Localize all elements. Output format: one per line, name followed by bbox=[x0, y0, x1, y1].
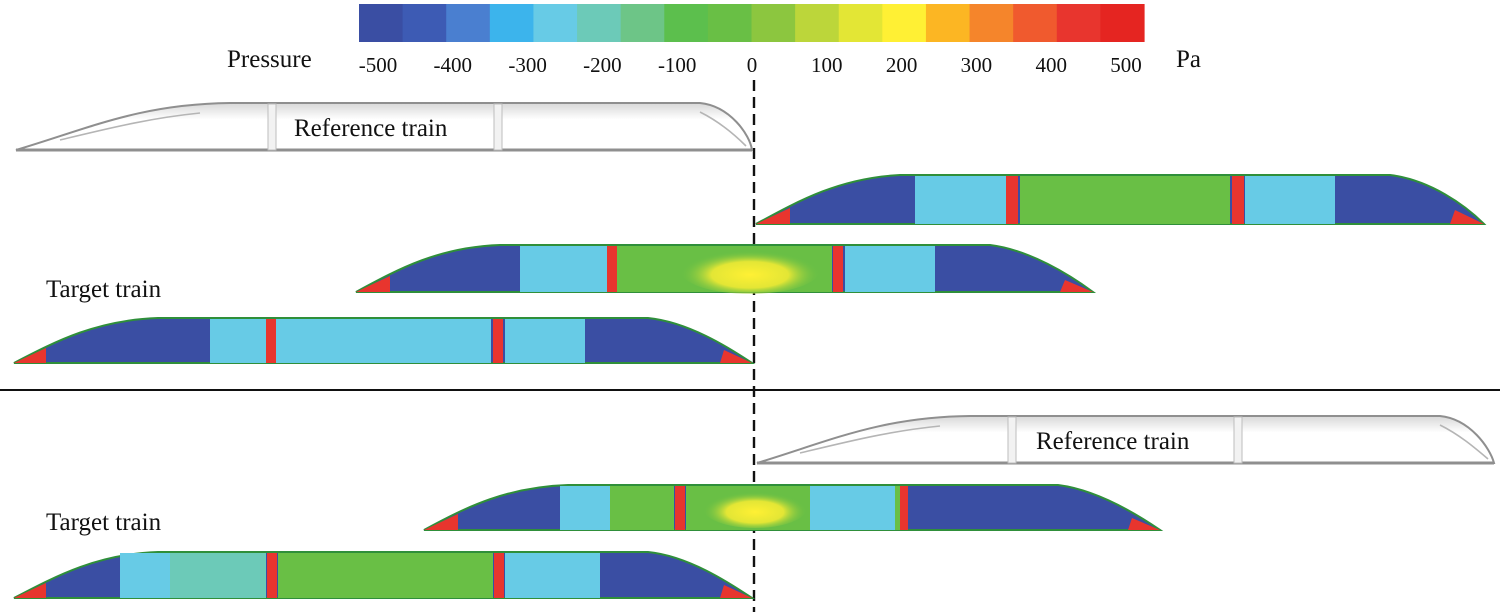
colorbar-swatch bbox=[620, 4, 665, 42]
colorbar-tick-label: -300 bbox=[508, 53, 547, 77]
colorbar-swatch bbox=[577, 4, 622, 42]
colorbar-tick-label: 500 bbox=[1110, 53, 1142, 77]
colorbar-tick-labels: -500 -400 -300 -200 -100 0 100 200 300 400 500 bbox=[359, 53, 1142, 77]
target-train-top-row1 bbox=[755, 174, 1487, 225]
colorbar-tick-label: -500 bbox=[359, 53, 398, 77]
reference-train-bottom bbox=[756, 415, 1496, 465]
colorbar-swatch bbox=[751, 4, 796, 42]
colorbar-swatch bbox=[1100, 4, 1145, 42]
reference-train-top bbox=[15, 102, 754, 152]
colorbar-swatch bbox=[1013, 4, 1058, 42]
target-train-top-row3 bbox=[13, 317, 756, 364]
colorbar-tick-label: 400 bbox=[1035, 53, 1067, 77]
target-train-bottom-row2 bbox=[13, 551, 756, 599]
colorbar-swatch bbox=[925, 4, 971, 42]
colorbar-swatch bbox=[838, 4, 883, 42]
pressure-colorbar bbox=[359, 4, 1145, 42]
target-train-bottom-label: Target train bbox=[46, 509, 162, 536]
colorbar-tick-label: 100 bbox=[811, 53, 843, 77]
colorbar-tick-label: 0 bbox=[747, 53, 758, 77]
colorbar-swatch bbox=[969, 4, 1014, 42]
target-train-top-row2 bbox=[355, 244, 1097, 294]
colorbar-tick-label: 300 bbox=[961, 53, 993, 77]
colorbar-tick-label: -200 bbox=[583, 53, 622, 77]
colorbar-swatch bbox=[664, 4, 709, 42]
colorbar-title: Pressure bbox=[227, 46, 312, 73]
colorbar-swatch bbox=[402, 4, 447, 42]
colorbar-tick-label: -400 bbox=[434, 53, 473, 77]
colorbar-tick-label: 200 bbox=[886, 53, 918, 77]
colorbar-swatch bbox=[882, 4, 927, 42]
colorbar-swatch bbox=[489, 4, 535, 42]
target-train-top-label: Target train bbox=[46, 276, 162, 303]
colorbar-swatch bbox=[795, 4, 840, 42]
reference-train-bottom-label: Reference train bbox=[1036, 428, 1190, 455]
target-train-bottom-row1 bbox=[423, 484, 1164, 531]
colorbar-unit: Pa bbox=[1176, 46, 1201, 73]
colorbar-swatch bbox=[359, 4, 404, 42]
colorbar-swatch bbox=[446, 4, 491, 42]
colorbar-swatch bbox=[533, 4, 578, 42]
colorbar-swatch bbox=[707, 4, 753, 42]
colorbar-tick-label: -100 bbox=[658, 53, 697, 77]
colorbar-swatch bbox=[1056, 4, 1101, 42]
reference-train-top-label: Reference train bbox=[294, 115, 448, 142]
